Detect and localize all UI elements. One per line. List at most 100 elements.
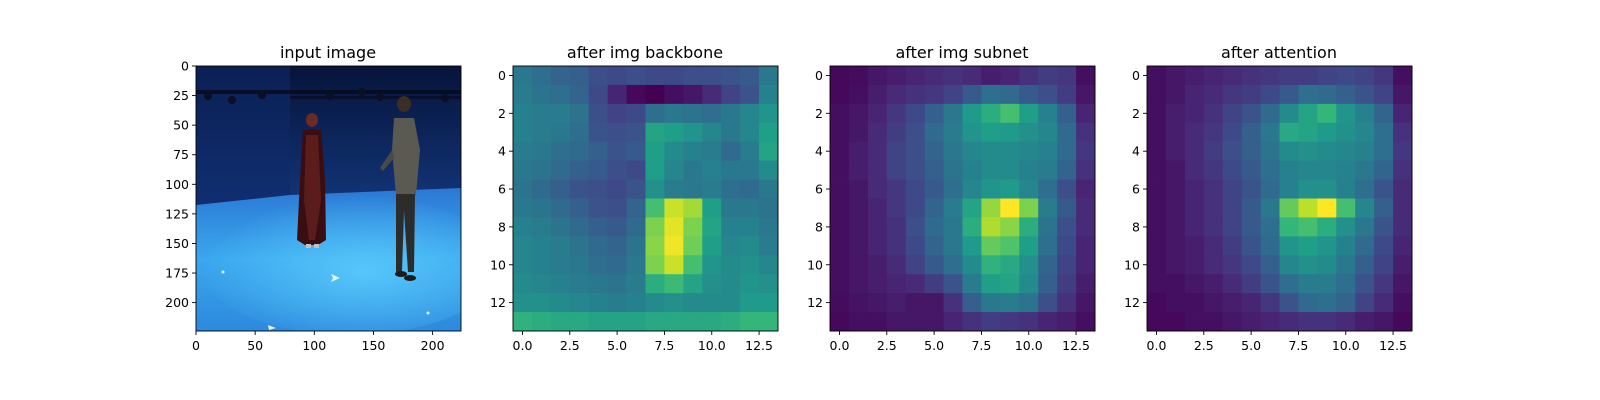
heatmap-cell: [607, 141, 627, 162]
heatmap-cell: [550, 312, 571, 332]
heatmap-cell: [1222, 141, 1243, 162]
heatmap-cell: [550, 160, 571, 180]
heatmap-cell: [1241, 255, 1261, 275]
heatmap-cell: [848, 274, 869, 294]
heatmap-cell: [1222, 255, 1243, 275]
heatmap-cell: [1203, 198, 1224, 218]
heatmap-cell: [867, 293, 888, 313]
heatmap-cell: [1203, 255, 1224, 275]
heatmap-cell: [1260, 84, 1280, 105]
heatmap-cell: [759, 236, 779, 256]
heatmap-cell: [1317, 312, 1337, 332]
heatmap-cell: [721, 274, 741, 294]
heatmap-cell: [513, 122, 533, 143]
heatmap-cell: [962, 312, 982, 332]
heatmap-cell: [626, 160, 646, 180]
heatmap-cell: [1279, 122, 1299, 143]
heatmap-cell: [1165, 160, 1186, 180]
heatmap-cell: [1355, 236, 1375, 256]
heatmap-cell: [1241, 179, 1261, 199]
heatmap-cell: [1393, 66, 1413, 86]
heatmap-cell: [943, 255, 963, 275]
heatmap-cell: [607, 255, 627, 275]
heatmap-cell: [943, 274, 963, 294]
heatmap-cell: [1038, 122, 1058, 143]
heatmap-cell: [962, 160, 982, 180]
heatmap-cell: [1057, 179, 1077, 199]
heatmap-cell: [721, 217, 741, 237]
x-tick-label: 5.0: [607, 338, 627, 353]
heatmap-cell: [683, 217, 703, 237]
heatmap-cell: [848, 217, 869, 237]
heatmap-cell: [981, 217, 1001, 237]
heatmap-cell: [1147, 84, 1167, 105]
heatmap-cell: [981, 141, 1001, 162]
heatmap-cell: [740, 274, 760, 294]
heatmap-cell: [924, 84, 944, 105]
heatmap-cell: [1355, 66, 1375, 86]
heatmap-cell: [1222, 103, 1243, 124]
heatmap-cell: [1317, 274, 1337, 294]
heatmap-cell: [683, 236, 703, 256]
heatmap-cell: [1374, 66, 1394, 86]
heatmap-cell: [645, 198, 665, 218]
heatmap-cell: [1355, 84, 1375, 105]
heatmap-cell: [1355, 179, 1375, 199]
heatmap-cell: [1076, 179, 1096, 199]
heatmap-cell: [1165, 66, 1186, 86]
heatmap-cell: [1279, 274, 1299, 294]
heatmap-cell: [1279, 198, 1299, 218]
heatmap-cell: [759, 198, 779, 218]
heatmap-cell: [759, 293, 779, 313]
heatmap-cell: [664, 255, 684, 275]
heatmap-cell: [569, 236, 590, 256]
heatmap-cell: [905, 217, 926, 237]
heatmap-cell: [645, 274, 665, 294]
axes: 0.0 2.5 5.0 7.5 10.0 12.5 0 2 4 6 8 10 12: [490, 68, 773, 353]
heatmap-cell: [1038, 66, 1058, 86]
heatmap-cell: [1355, 312, 1375, 332]
x-tick-label: 10.0: [1332, 338, 1360, 353]
heatmap-cell: [1203, 122, 1224, 143]
heatmap-cell: [924, 312, 944, 332]
heatmap-cell: [721, 122, 741, 143]
y-tick-label: 0: [181, 59, 189, 74]
heatmap-cell: [981, 160, 1001, 180]
heatmap-cell: [1057, 217, 1077, 237]
heatmap-cell: [1147, 198, 1167, 218]
heatmap-cell: [848, 236, 869, 256]
heatmap-cell: [867, 122, 888, 143]
heatmap-cell: [830, 122, 850, 143]
heatmap-cell: [830, 141, 850, 162]
heatmap-cell: [1393, 236, 1413, 256]
heatmap-cell: [1019, 66, 1039, 86]
heatmap-cell: [905, 293, 926, 313]
heatmap-cell: [1057, 122, 1077, 143]
heatmap-cell: [1038, 293, 1058, 313]
heatmap-cell: [550, 293, 571, 313]
heatmap-cell: [905, 255, 926, 275]
heatmap-cell: [1057, 198, 1077, 218]
heatmap-cell: [1019, 255, 1039, 275]
heatmap-cell: [886, 179, 907, 199]
y-tick-label: 100: [165, 177, 189, 192]
heatmap-cell: [1393, 160, 1413, 180]
heatmap-cell: [1038, 217, 1058, 237]
heatmap-cell: [1393, 255, 1413, 275]
heatmap-cell: [848, 84, 869, 105]
heatmap-cell: [759, 141, 779, 162]
heatmap-cell: [1260, 293, 1280, 313]
heatmap-cell: [1260, 255, 1280, 275]
heatmap-cell: [702, 255, 722, 275]
heatmap-cell: [848, 66, 869, 86]
heatmap-cell: [550, 255, 571, 275]
panel-title: after img subnet: [895, 43, 1028, 62]
heatmap-cell: [1336, 66, 1356, 86]
heatmap-cell: [1374, 236, 1394, 256]
heatmap-cell: [1147, 274, 1167, 294]
heatmap-cell: [664, 312, 684, 332]
heatmap: [1147, 66, 1413, 332]
heatmap-cell: [1279, 312, 1299, 332]
heatmap-cell: [1317, 236, 1337, 256]
